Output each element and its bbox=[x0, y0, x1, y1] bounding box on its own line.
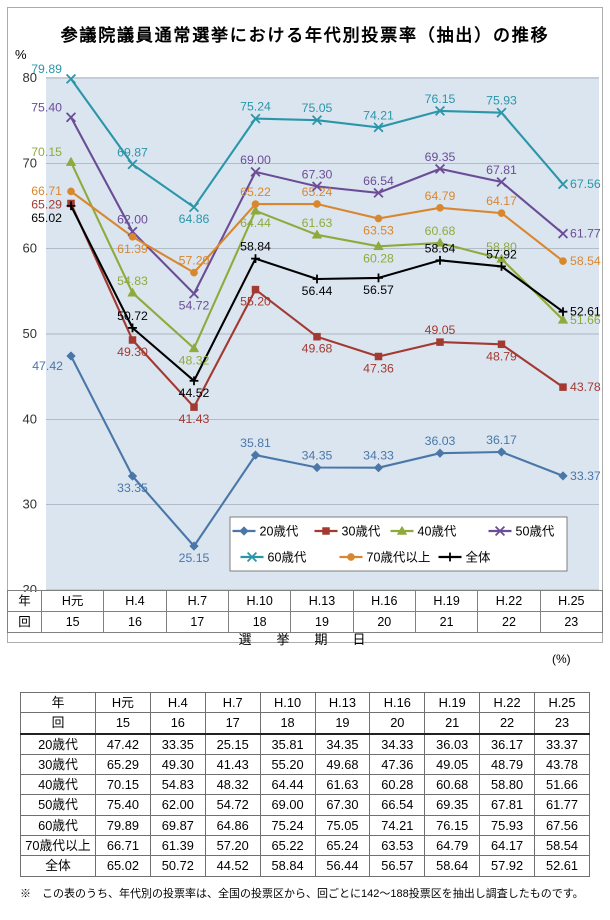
svg-text:75.05: 75.05 bbox=[302, 101, 333, 115]
svg-text:30歳代: 30歳代 bbox=[342, 525, 381, 539]
svg-text:41.43: 41.43 bbox=[179, 412, 210, 426]
svg-text:49.05: 49.05 bbox=[425, 323, 456, 337]
svg-text:36.03: 36.03 bbox=[425, 434, 456, 448]
svg-text:67.81: 67.81 bbox=[486, 163, 517, 177]
svg-text:58.64: 58.64 bbox=[425, 241, 456, 255]
svg-text:69.35: 69.35 bbox=[425, 150, 456, 164]
svg-text:49.68: 49.68 bbox=[302, 342, 333, 356]
svg-text:48.79: 48.79 bbox=[486, 349, 517, 363]
svg-text:54.72: 54.72 bbox=[179, 299, 210, 313]
svg-text:76.15: 76.15 bbox=[425, 92, 456, 106]
svg-text:全体: 全体 bbox=[466, 550, 492, 565]
svg-text:64.44: 64.44 bbox=[240, 216, 271, 230]
svg-text:63.53: 63.53 bbox=[363, 224, 394, 238]
svg-text:62.00: 62.00 bbox=[117, 213, 148, 227]
svg-text:69.00: 69.00 bbox=[240, 153, 271, 167]
svg-text:47.36: 47.36 bbox=[363, 362, 394, 376]
svg-text:75.40: 75.40 bbox=[31, 100, 62, 114]
svg-text:60.68: 60.68 bbox=[425, 224, 456, 238]
svg-text:34.35: 34.35 bbox=[302, 449, 333, 463]
svg-text:66.54: 66.54 bbox=[363, 174, 394, 188]
svg-text:65.24: 65.24 bbox=[302, 185, 333, 199]
svg-text:74.21: 74.21 bbox=[363, 108, 394, 122]
svg-text:52.61: 52.61 bbox=[570, 305, 601, 319]
svg-text:60歳代: 60歳代 bbox=[268, 551, 307, 565]
svg-text:55.20: 55.20 bbox=[240, 295, 271, 309]
svg-text:61.39: 61.39 bbox=[117, 242, 148, 256]
svg-text:48.32: 48.32 bbox=[179, 353, 210, 367]
svg-text:36.17: 36.17 bbox=[486, 433, 517, 447]
svg-text:58.54: 58.54 bbox=[570, 254, 601, 268]
svg-text:75.93: 75.93 bbox=[486, 94, 517, 108]
svg-text:70歳代以上: 70歳代以上 bbox=[367, 551, 431, 565]
svg-text:50: 50 bbox=[23, 326, 37, 341]
svg-text:60.28: 60.28 bbox=[363, 251, 394, 265]
svg-text:65.22: 65.22 bbox=[240, 185, 271, 199]
svg-text:58.84: 58.84 bbox=[240, 240, 271, 254]
svg-text:49.30: 49.30 bbox=[117, 345, 148, 359]
svg-text:33.35: 33.35 bbox=[117, 481, 148, 495]
svg-text:64.17: 64.17 bbox=[486, 194, 517, 208]
svg-text:44.52: 44.52 bbox=[179, 386, 210, 400]
svg-text:80: 80 bbox=[23, 70, 37, 85]
svg-text:25.15: 25.15 bbox=[179, 551, 210, 565]
svg-text:33.37: 33.37 bbox=[570, 469, 601, 483]
svg-text:50歳代: 50歳代 bbox=[516, 525, 555, 539]
svg-text:66.71: 66.71 bbox=[31, 184, 62, 198]
svg-text:30: 30 bbox=[23, 497, 37, 512]
svg-text:43.78: 43.78 bbox=[570, 380, 601, 394]
svg-text:67.56: 67.56 bbox=[570, 177, 601, 191]
svg-text:56.44: 56.44 bbox=[302, 284, 333, 298]
svg-text:67.30: 67.30 bbox=[302, 167, 333, 181]
svg-text:69.87: 69.87 bbox=[117, 145, 148, 159]
svg-text:34.33: 34.33 bbox=[363, 449, 394, 463]
svg-text:47.42: 47.42 bbox=[32, 359, 63, 373]
svg-text:56.57: 56.57 bbox=[363, 283, 394, 297]
svg-text:40歳代: 40歳代 bbox=[418, 525, 457, 539]
svg-text:61.77: 61.77 bbox=[570, 227, 601, 241]
svg-text:54.83: 54.83 bbox=[117, 274, 148, 288]
svg-text:57.20: 57.20 bbox=[179, 254, 210, 268]
svg-text:70: 70 bbox=[23, 155, 37, 170]
svg-text:40: 40 bbox=[23, 411, 37, 426]
svg-text:57.92: 57.92 bbox=[486, 247, 517, 261]
svg-text:61.63: 61.63 bbox=[302, 216, 333, 230]
svg-text:20歳代: 20歳代 bbox=[260, 525, 299, 539]
svg-text:65.29: 65.29 bbox=[31, 198, 62, 212]
svg-text:64.86: 64.86 bbox=[179, 212, 210, 226]
svg-text:60: 60 bbox=[23, 241, 37, 256]
svg-text:50.72: 50.72 bbox=[117, 309, 148, 323]
svg-text:35.81: 35.81 bbox=[240, 436, 271, 450]
svg-text:65.02: 65.02 bbox=[31, 211, 62, 225]
svg-text:75.24: 75.24 bbox=[240, 100, 271, 114]
svg-text:64.79: 64.79 bbox=[425, 189, 456, 203]
